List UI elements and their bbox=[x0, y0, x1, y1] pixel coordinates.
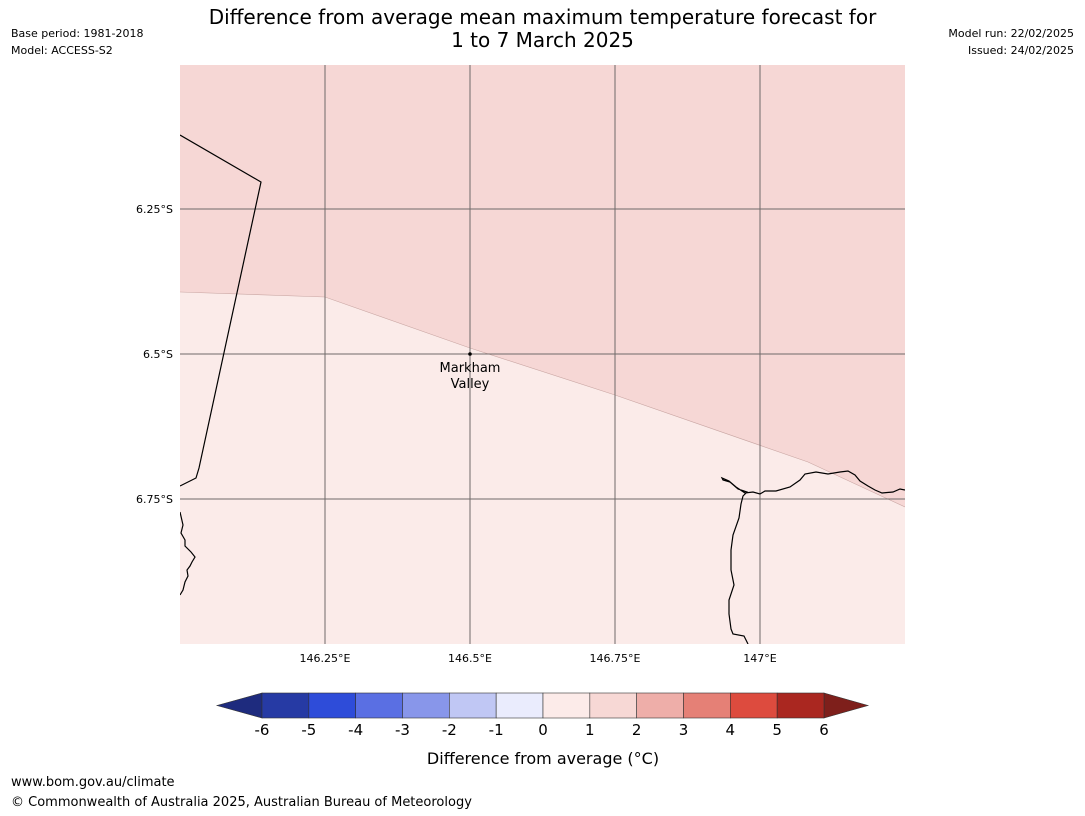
colorbar: -6 -5 -4 -3 -2 -1 0 1 2 3 4 5 6 bbox=[215, 692, 870, 739]
colorbar-swatch bbox=[636, 692, 684, 719]
map-area bbox=[180, 65, 905, 644]
lon-tick-label: 146.25°E bbox=[300, 652, 351, 665]
title-line-2: 1 to 7 March 2025 bbox=[451, 28, 634, 52]
lon-tick-label: 147°E bbox=[743, 652, 776, 665]
colorbar-swatch bbox=[542, 692, 591, 719]
place-label-line-1: Markham bbox=[440, 361, 501, 376]
colorbar-over-arrow bbox=[823, 692, 870, 719]
colorbar-tick-label: -2 bbox=[442, 721, 457, 739]
region-1-to-2 bbox=[180, 65, 905, 507]
colorbar-tick-label: 2 bbox=[632, 721, 642, 739]
colorbar-swatch bbox=[402, 692, 450, 719]
colorbar-tick-label: -6 bbox=[255, 721, 270, 739]
colorbar-tick-label: -4 bbox=[348, 721, 363, 739]
coastline-west bbox=[180, 511, 196, 596]
issued-text: Issued: 24/02/2025 bbox=[967, 44, 1074, 57]
colorbar-swatch bbox=[449, 692, 497, 719]
place-label-line-2: Valley bbox=[451, 377, 490, 392]
colorbar-swatch bbox=[308, 692, 356, 719]
colorbar-tick-label: 4 bbox=[726, 721, 736, 739]
colorbar-swatch bbox=[683, 692, 731, 719]
colorbar-tick-label: -3 bbox=[395, 721, 410, 739]
axis-labels: 146.25°E 146.5°E 146.75°E 147°E 6.25°S 6.5°S 6… bbox=[136, 203, 777, 665]
model-run-text: Model run: 22/02/2025 bbox=[948, 27, 1074, 40]
base-period-text: Base period: 1981-2018 bbox=[11, 27, 144, 40]
colorbar-tick-label: 1 bbox=[585, 721, 595, 739]
lon-tick-label: 146.5°E bbox=[448, 652, 492, 665]
colorbar-tick-label: -5 bbox=[301, 721, 316, 739]
colorbar-swatch bbox=[495, 692, 544, 719]
map-title: Difference from average mean maximum tem… bbox=[140, 6, 945, 52]
lon-tick-label: 146.75°E bbox=[590, 652, 641, 665]
colorbar-swatch bbox=[730, 692, 778, 719]
colorbar-swatch bbox=[261, 692, 310, 719]
meta-left: Base period: 1981-2018 Model: ACCESS-S2 bbox=[11, 25, 143, 59]
border-line bbox=[180, 134, 262, 487]
model-text: Model: ACCESS-S2 bbox=[11, 44, 113, 57]
colorbar-swatch bbox=[355, 692, 403, 719]
footer-url[interactable]: www.bom.gov.au/climate bbox=[11, 775, 175, 790]
lat-tick-label: 6.25°S bbox=[136, 203, 173, 216]
colorbar-swatch bbox=[589, 692, 637, 719]
footer-copyright: © Commonwealth of Australia 2025, Austra… bbox=[11, 795, 472, 810]
meta-right: Model run: 22/02/2025 Issued: 24/02/2025 bbox=[948, 25, 1074, 59]
coastline-east bbox=[720, 470, 905, 644]
place-marker bbox=[468, 352, 472, 356]
lat-tick-label: 6.75°S bbox=[136, 493, 173, 506]
colorbar-tick-label: 6 bbox=[819, 721, 829, 739]
colorbar-under-arrow bbox=[215, 692, 263, 719]
colorbar-tick-label: -1 bbox=[489, 721, 504, 739]
lat-tick-label: 6.5°S bbox=[143, 348, 173, 361]
region-boundary-line bbox=[180, 291, 905, 508]
colorbar-tick-label: 0 bbox=[538, 721, 548, 739]
colorbar-label: Difference from average (°C) bbox=[427, 749, 659, 768]
title-line-1: Difference from average mean maximum tem… bbox=[208, 5, 877, 29]
colorbar-swatch bbox=[776, 692, 825, 719]
colorbar-tick-label: 5 bbox=[772, 721, 782, 739]
colorbar-tick-label: 3 bbox=[679, 721, 689, 739]
graticule bbox=[180, 65, 905, 644]
